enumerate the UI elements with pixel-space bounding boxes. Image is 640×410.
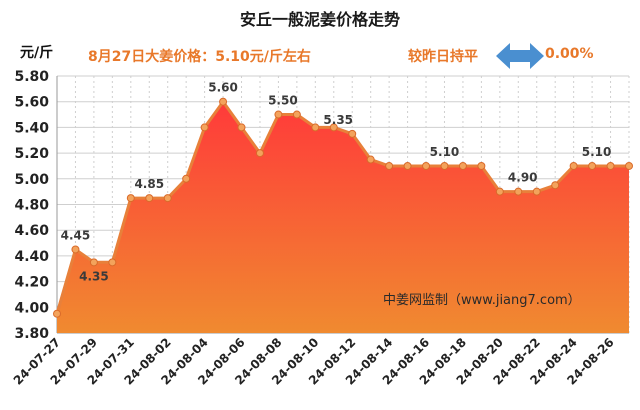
y-axis-unit: 元/斤 (20, 45, 54, 61)
data-label: 5.60 (208, 81, 238, 95)
data-label: 5.35 (323, 113, 353, 127)
series-area (57, 101, 629, 333)
data-point (403, 161, 412, 170)
data-point (366, 155, 375, 164)
watermark: 中姜网监制（www.jiang7.com） (383, 293, 581, 308)
data-label: 4.85 (134, 177, 164, 191)
y-tick-label: 4.40 (14, 249, 49, 265)
y-tick-label: 5.80 (14, 69, 49, 85)
y-tick-label: 5.60 (14, 95, 49, 111)
data-point (237, 123, 246, 132)
y-tick-label: 4.80 (14, 198, 49, 214)
data-point (588, 161, 597, 170)
data-point (108, 258, 117, 267)
y-tick-label: 5.20 (14, 146, 49, 162)
y-tick-label: 3.80 (14, 326, 49, 342)
data-point (53, 309, 61, 318)
data-point (182, 174, 191, 183)
y-tick-label: 5.00 (14, 172, 49, 188)
data-point (329, 123, 338, 132)
data-point (145, 194, 154, 203)
data-point (274, 110, 283, 119)
y-tick-label: 5.40 (14, 120, 49, 136)
data-point (440, 161, 449, 170)
data-point (255, 149, 264, 158)
data-label: 5.10 (430, 145, 460, 159)
data-point (422, 161, 431, 170)
y-tick-label: 4.00 (14, 300, 49, 316)
data-point (606, 161, 615, 170)
data-point (569, 161, 578, 170)
data-point (551, 181, 560, 190)
data-point (532, 187, 541, 196)
data-label: 5.10 (582, 145, 612, 159)
change-value: 0.00% (545, 46, 594, 62)
data-point (292, 110, 301, 119)
double-arrow-icon (496, 43, 544, 69)
y-tick-label: 4.20 (14, 275, 49, 291)
data-point (89, 258, 98, 267)
data-point (311, 123, 320, 132)
data-point (219, 97, 228, 106)
data-point (385, 161, 394, 170)
data-label: 4.90 (508, 171, 538, 185)
change-label: 较昨日持平 (408, 49, 478, 65)
chart-title: 安丘一般泥姜价格走势 (239, 10, 400, 29)
data-label: 4.35 (79, 269, 109, 283)
data-point (200, 123, 209, 132)
data-label: 4.45 (61, 228, 91, 242)
data-point (477, 161, 486, 170)
data-label: 5.50 (268, 94, 298, 108)
y-tick-label: 4.60 (14, 223, 49, 239)
data-point (348, 129, 357, 138)
data-point (495, 187, 504, 196)
data-point (126, 194, 135, 203)
data-point (71, 245, 80, 254)
data-point (458, 161, 467, 170)
data-point (163, 194, 172, 203)
data-point (514, 187, 523, 196)
data-point (625, 161, 633, 170)
price-info: 8月27日大姜价格：5.10元/斤左右 (88, 49, 311, 65)
